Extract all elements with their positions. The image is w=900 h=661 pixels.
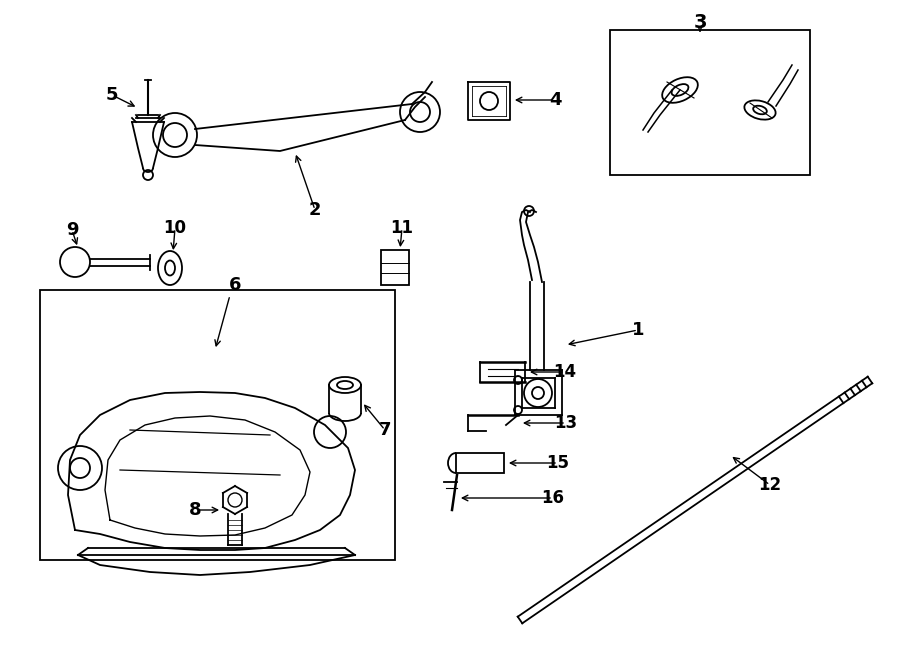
Text: 10: 10 [164,219,186,237]
Text: 6: 6 [229,276,241,294]
Bar [381,250,409,285]
Text: 2: 2 [309,201,321,219]
Bar [456,453,504,473]
Text: 15: 15 [546,454,570,472]
Text: 3: 3 [693,13,706,32]
Bar [610,30,810,175]
Text: 12: 12 [759,476,781,494]
Text: 14: 14 [554,363,577,381]
Text: 5: 5 [106,86,118,104]
Text: 1: 1 [632,321,644,339]
Text: 4: 4 [549,91,562,109]
Text: 11: 11 [391,219,413,237]
Text: 7: 7 [379,421,392,439]
Text: 8: 8 [189,501,202,519]
Text: 16: 16 [542,489,564,507]
Bar [40,290,395,560]
Text: 13: 13 [554,414,578,432]
Text: 9: 9 [66,221,78,239]
